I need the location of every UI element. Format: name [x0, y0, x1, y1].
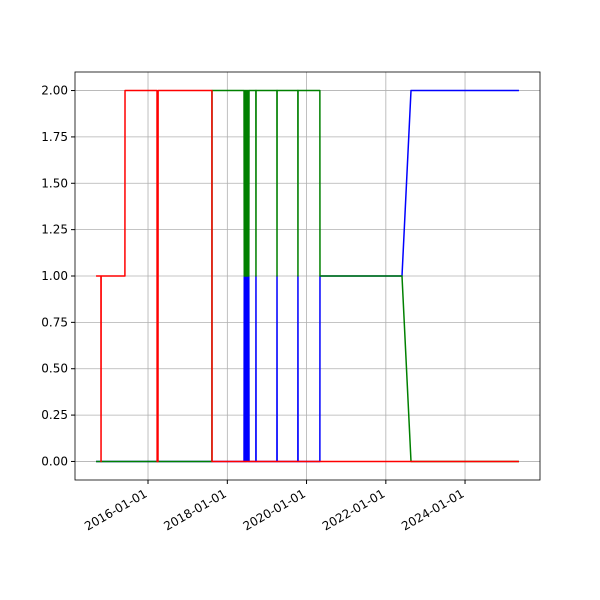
y-tick-label: 0.25: [41, 408, 68, 422]
y-tick-label: 0.00: [41, 454, 68, 468]
y-tick-label: 1.50: [41, 176, 68, 190]
y-tick-label: 1.00: [41, 269, 68, 283]
y-tick-label: 0.50: [41, 362, 68, 376]
plot-frame: [74, 71, 541, 481]
y-tick-label: 1.75: [41, 130, 68, 144]
y-tick-label: 1.25: [41, 223, 68, 237]
series-line: [96, 89, 519, 463]
y-tick-label: 0.75: [41, 315, 68, 329]
y-tick-label: 2.00: [41, 84, 68, 98]
